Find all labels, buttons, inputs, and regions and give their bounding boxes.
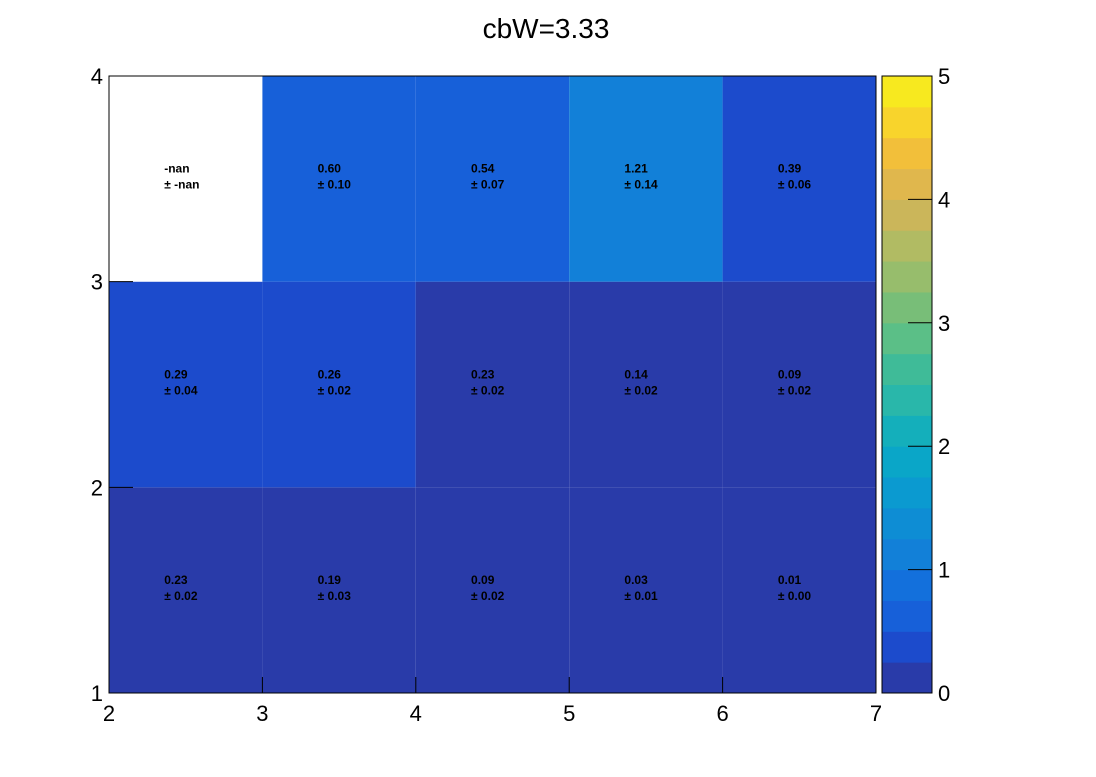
cell-error-label: ± 0.07 — [471, 178, 505, 192]
colorbar-segment — [882, 538, 932, 571]
colorbar-segment — [882, 106, 932, 139]
colorbar-segment — [882, 600, 932, 632]
colorbar-tick-label: 3 — [938, 311, 950, 336]
x-tick-label: 3 — [256, 701, 268, 726]
chart-title: cbW=3.33 — [483, 13, 610, 44]
cell-value-label: 0.39 — [778, 162, 802, 176]
heatmap-cell — [109, 76, 263, 282]
cell-error-label: ± 0.03 — [318, 589, 352, 603]
cell-value-label: 0.26 — [318, 367, 342, 381]
colorbar-segment — [882, 384, 932, 416]
x-tick-label: 6 — [716, 701, 728, 726]
colorbar-segment — [882, 446, 932, 478]
cell-error-label: ± 0.04 — [164, 383, 198, 397]
heatmap-cell — [722, 487, 876, 693]
heatmap-cell — [109, 487, 263, 693]
colorbar-segment — [882, 662, 932, 694]
heatmap-cell — [109, 281, 263, 488]
cell-error-label: ± 0.06 — [778, 178, 812, 192]
cell-value-label: 0.54 — [471, 162, 495, 176]
cell-value-label: 0.19 — [318, 573, 342, 587]
cell-error-label: ± 0.02 — [471, 383, 505, 397]
heatmap-cell — [722, 281, 876, 488]
heatmap-cells — [109, 76, 876, 693]
x-tick-label: 2 — [103, 701, 115, 726]
cell-value-label: 0.23 — [471, 367, 495, 381]
x-tick-label: 4 — [410, 701, 422, 726]
y-tick-label: 4 — [91, 64, 103, 89]
heatmap-cell — [262, 281, 416, 488]
colorbar-segment — [882, 76, 932, 108]
cell-value-label: 0.29 — [164, 367, 188, 381]
cell-value-label: 1.21 — [624, 162, 648, 176]
cell-error-label: ± 0.02 — [778, 383, 812, 397]
color-scale: 0 1 2 3 4 5 — [881, 64, 950, 706]
cell-error-label: ± 0.00 — [778, 589, 812, 603]
colorbar-tick-label: 2 — [938, 434, 950, 459]
cell-error-label: ± -nan — [164, 178, 199, 192]
colorbar-tick-label: 5 — [938, 64, 950, 89]
y-tick-label: 2 — [91, 475, 103, 500]
heatmap-cell — [262, 76, 416, 282]
x-tick-label: 5 — [563, 701, 575, 726]
cell-value-label: 0.09 — [778, 367, 802, 381]
colorbar-segment — [882, 415, 932, 447]
x-tick-label: 7 — [870, 701, 882, 726]
heatmap-cell — [722, 76, 876, 282]
colorbar-tick-label: 4 — [938, 187, 950, 212]
cell-error-label: ± 0.02 — [624, 383, 658, 397]
heatmap-cell — [569, 76, 723, 282]
colorbar-segment — [882, 322, 932, 355]
cell-value-label: 0.09 — [471, 573, 495, 587]
heatmap-cell — [415, 76, 570, 282]
cell-value-label: 0.03 — [624, 573, 648, 587]
colorbar-segment — [882, 261, 932, 293]
cell-value-label: 0.01 — [778, 573, 802, 587]
cell-value-label: 0.23 — [164, 573, 188, 587]
colorbar-tick-label: 0 — [938, 681, 950, 706]
colorbar-segment — [882, 569, 932, 601]
plot-frame — [108, 75, 877, 694]
cell-labels: 0.23 ± 0.02 0.19 ± 0.03 0.09 ± 0.02 0.03 ± 0.01… — [164, 162, 811, 603]
colorbar-segment — [882, 507, 932, 540]
heatmap-cell — [569, 487, 723, 693]
colorbar-segment — [882, 168, 932, 200]
cell-error-label: ± 0.10 — [318, 178, 352, 192]
y-tick-label: 3 — [91, 270, 103, 295]
heatmap-cell — [415, 281, 570, 488]
colorbar-segment — [882, 137, 932, 170]
colorbar-segment — [882, 631, 932, 663]
cell-error-label: ± 0.02 — [164, 589, 198, 603]
cell-error-label: ± 0.02 — [318, 383, 352, 397]
colorbar-segment — [882, 230, 932, 262]
heatmap-cell — [569, 281, 723, 488]
cell-value-label: 0.60 — [318, 162, 342, 176]
colorbar-segment — [882, 291, 932, 324]
cell-value-label: 0.14 — [624, 367, 648, 381]
cell-value-label: -nan — [164, 162, 189, 176]
colorbar-segment — [882, 477, 932, 509]
colorbar-segment — [882, 353, 932, 385]
y-tick-label: 1 — [91, 681, 103, 706]
cell-error-label: ± 0.01 — [624, 589, 658, 603]
heatmap-cell — [415, 487, 570, 693]
cell-error-label: ± 0.14 — [624, 178, 658, 192]
cell-error-label: ± 0.02 — [471, 589, 505, 603]
colorbar-tick-label: 1 — [938, 558, 950, 583]
colorbar-segment — [882, 199, 932, 231]
colorbar-frame — [881, 75, 933, 694]
heatmap-cell — [262, 487, 416, 693]
